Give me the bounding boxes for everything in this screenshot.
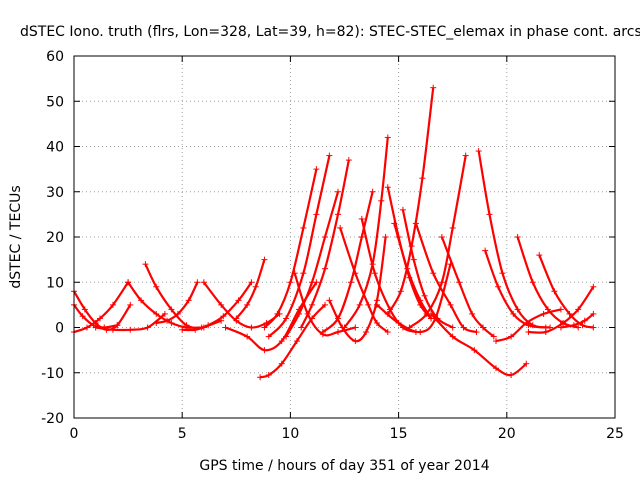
x-tick-label: 10 — [281, 426, 299, 442]
series-arc-33 — [482, 247, 549, 331]
y-tick-label: -20 — [41, 411, 64, 427]
x-axis-label: GPS time / hours of day 351 of year 2014 — [199, 458, 489, 474]
series-line — [259, 304, 326, 379]
series-line — [73, 290, 132, 331]
series-arc-19 — [337, 224, 391, 336]
y-tick-label: -10 — [41, 366, 64, 382]
series-arc-28 — [412, 220, 480, 336]
y-tick-label: 20 — [46, 230, 64, 246]
y-tick-label: 50 — [46, 94, 64, 110]
series-arc-36 — [536, 252, 597, 331]
y-tick-label: 10 — [46, 275, 64, 291]
y-tick-label: 60 — [46, 49, 64, 65]
series-arc-14 — [265, 152, 333, 340]
series-arc-27 — [406, 152, 469, 331]
series-arc-13 — [261, 166, 320, 331]
series-line — [477, 150, 551, 329]
series-line — [144, 263, 222, 330]
series-line — [328, 236, 387, 343]
data-series — [71, 84, 597, 381]
y-axis-label: dSTEC / TECUs — [8, 185, 24, 288]
series-arc-4 — [92, 310, 168, 333]
x-tick-label: 20 — [498, 426, 516, 442]
series-line — [322, 191, 374, 333]
x-tick-label: 25 — [606, 426, 624, 442]
series-arc-10 — [233, 256, 268, 322]
series-arc-11 — [257, 301, 329, 381]
plot-frame — [73, 55, 616, 419]
series-arc-37 — [525, 283, 597, 336]
grid-lines — [74, 56, 615, 418]
series-arc-20 — [326, 234, 389, 345]
series-arc-7 — [153, 279, 201, 326]
series-line — [285, 191, 340, 338]
series-arc-38 — [557, 310, 597, 331]
series-line — [235, 259, 266, 320]
series-arc-6 — [125, 279, 207, 331]
y-tick-label: 40 — [46, 140, 64, 156]
series-line — [538, 254, 594, 329]
series-line — [386, 87, 435, 315]
x-tick-label: 5 — [178, 426, 187, 442]
series-arc-30 — [428, 310, 530, 379]
x-tick-label: 0 — [70, 426, 79, 442]
series-line — [560, 313, 595, 329]
series-arc-8 — [179, 279, 255, 333]
series-arc-18 — [319, 188, 376, 336]
x-tick-label: 15 — [390, 426, 408, 442]
series-arc-15 — [283, 188, 342, 340]
series-line — [225, 281, 318, 352]
series-arc-32 — [475, 148, 554, 331]
series-arc-1 — [71, 288, 134, 333]
series-arc-3 — [71, 301, 121, 331]
series-arc-29 — [373, 261, 454, 336]
y-tick-label: 30 — [46, 185, 64, 201]
series-arc-5 — [142, 261, 225, 331]
chart-title: dSTEC Iono. truth (flrs, Lon=328, Lat=39… — [20, 24, 640, 40]
y-tick-label: 0 — [55, 321, 64, 337]
axis-ticks: 0 5 10 15 20 25 -20 -10 0 10 20 30 40 50 60 — [41, 49, 624, 442]
series-arc-31 — [438, 234, 497, 340]
series-line — [202, 281, 281, 329]
